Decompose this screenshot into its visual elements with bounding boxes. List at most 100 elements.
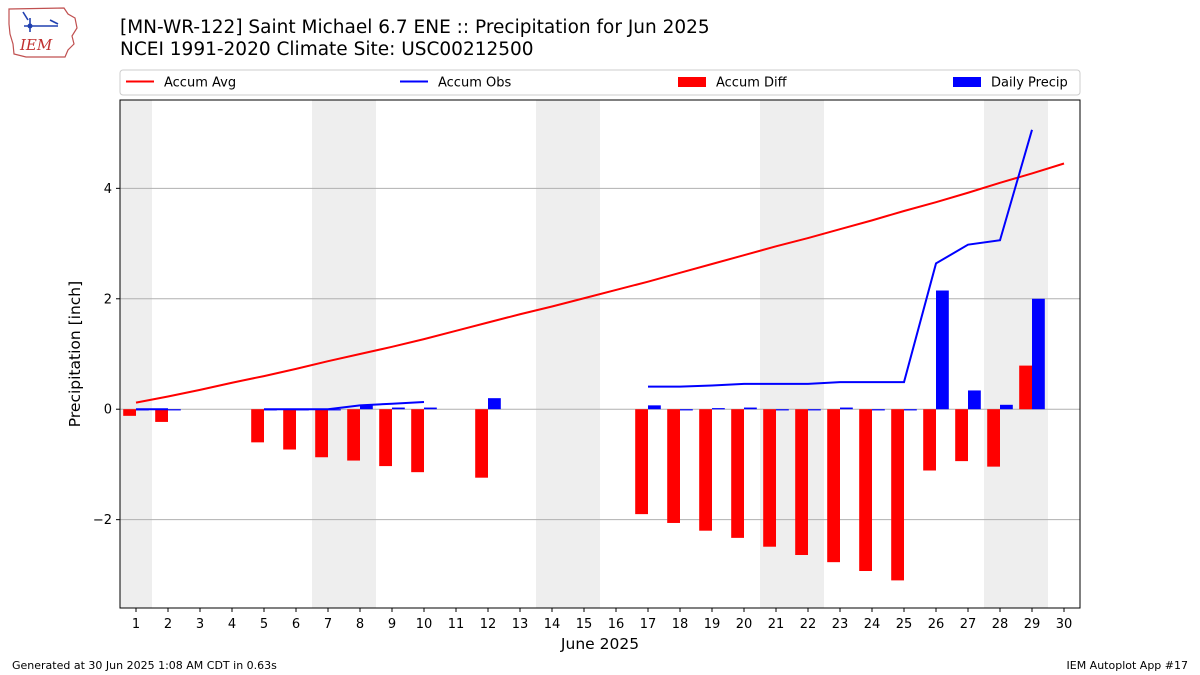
x-tick-label: 16 [608,617,625,632]
x-tick-label: 19 [704,617,721,632]
legend-daily-precip-label: Daily Precip [991,76,1068,91]
series-lines [135,129,1065,411]
x-tick-label: 14 [544,617,561,632]
x-tick-label: 26 [928,617,945,632]
x-tick-label: 20 [736,617,753,632]
chart-title: [MN-WR-122] Saint Michael 6.7 ENE :: Pre… [120,17,710,38]
x-tick-label: 13 [512,617,529,632]
accum-diff-bar [379,409,392,467]
generated-timestamp: Generated at 30 Jun 2025 1:08 AM CDT in … [12,659,277,672]
legend-daily-precip-swatch [953,77,981,87]
legend: Accum Avg Accum Obs Accum Diff Daily Precip [119,69,1081,96]
legend-frame [119,69,1081,96]
legend-accum-diff-label: Accum Diff [716,76,788,91]
daily-precip-bar [168,409,181,411]
x-tick-label: 15 [576,617,593,632]
x-tick-label: 28 [992,617,1009,632]
x-tick-label: 10 [416,617,433,632]
weekend-band [760,100,824,608]
accum-diff-bar [667,409,680,523]
accum-diff-bar [699,409,712,531]
weekend-shading [120,100,1048,608]
accum-diff-bar [347,409,360,461]
bars [123,290,1045,581]
daily-precip-bar [744,407,757,410]
daily-precip-bar [424,407,437,410]
x-tick-label: 4 [228,617,236,632]
accum-diff-bar [827,409,840,563]
y-tick-label: 2 [104,292,112,307]
legend-accum-diff-swatch [678,77,706,87]
daily-precip-bar [136,409,149,411]
x-tick-label: 30 [1056,617,1073,632]
accum-diff-bar [731,409,744,538]
x-tick-label: 8 [356,617,364,632]
instrument-dot-icon [27,23,33,29]
accum-diff-bar [859,409,872,572]
x-tick-label: 5 [260,617,268,632]
x-tick-label: 9 [388,617,396,632]
x-tick-label: 27 [960,617,977,632]
daily-precip-bar [936,290,949,410]
x-tick-label: 2 [164,617,172,632]
x-tick-label: 29 [1024,617,1041,632]
x-tick-label: 18 [672,617,689,632]
grid-lines [120,187,1080,521]
accum-diff-bar [315,409,328,458]
weekend-band [536,100,600,608]
daily-precip-bar [872,409,885,411]
logo-text: IEM [19,36,53,54]
accum-obs-line [648,129,1033,388]
accum-avg-line [135,162,1065,404]
chart-subtitle: NCEI 1991-2020 Climate Site: USC00212500 [120,39,534,60]
app-credit: IEM Autoplot App #17 [1066,659,1189,672]
daily-precip-bar [776,409,789,411]
x-tick-label: 22 [800,617,817,632]
accum-diff-bar [955,409,968,462]
legend-accum-avg-label: Accum Avg [164,76,236,91]
x-axis-label: June 2025 [560,635,639,653]
y-tick-label: 0 [104,403,112,418]
daily-precip-bar [392,407,405,410]
x-tick-label: 3 [196,617,204,632]
x-tick-label: 21 [768,617,785,632]
daily-precip-bar [648,405,661,410]
accum-diff-bar [891,409,904,581]
daily-precip-bar [488,398,501,410]
daily-precip-bar [296,409,309,411]
daily-precip-bar [680,409,693,411]
x-tick-label: 24 [864,617,881,632]
y-axis-label: Precipitation [inch] [66,281,84,427]
weekend-band [984,100,1048,608]
axes: 1 2 3 4 5 6 7 8 9 10 11 12 13 14 15 16 17 18 19 20 21 22 23 24 2… [93,182,1072,632]
weather-instrument-icon [22,11,59,32]
x-tick-label: 25 [896,617,913,632]
daily-precip-bar [1000,404,1013,410]
accum-diff-bar [283,409,296,450]
daily-precip-bar [808,409,821,411]
accum-diff-bar [635,409,648,515]
x-tick-label: 12 [480,617,497,632]
plot-frame [119,99,1081,609]
daily-precip-bar [840,407,853,410]
accum-diff-bar [795,409,808,555]
accum-diff-bar [763,409,776,547]
x-tick-label: 6 [292,617,300,632]
accum-diff-bar [1019,365,1032,410]
daily-precip-bar [712,408,725,410]
weekend-band [312,100,376,608]
accum-obs-line [264,401,425,411]
iowa-state-outline [8,7,78,58]
weekend-band [120,100,152,608]
accum-diff-bar [155,409,168,422]
x-tick-label: 7 [324,617,332,632]
daily-precip-bar [968,390,981,410]
x-tick-label: 11 [448,617,465,632]
accum-diff-bar [123,409,136,416]
daily-precip-bar [360,405,373,410]
y-tick-label: −2 [93,513,112,528]
accum-diff-bar [923,409,936,471]
daily-precip-bar [1032,298,1045,410]
daily-precip-bar [264,409,277,411]
